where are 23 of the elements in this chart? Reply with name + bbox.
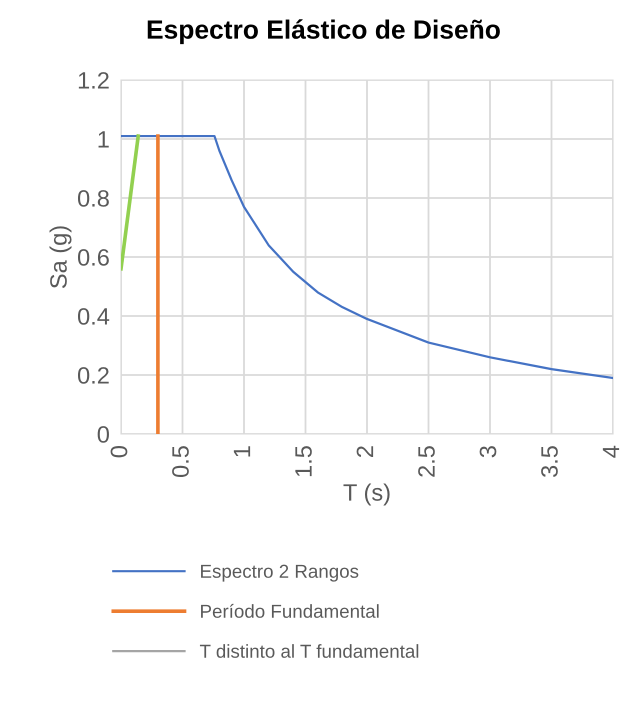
- y-tick-label: 0: [98, 426, 109, 443]
- y-tick-label: 0.6: [78, 249, 109, 266]
- legend-label: Espectro 2 Rangos: [201, 564, 358, 582]
- y-tick-label: 1.2: [78, 72, 109, 89]
- x-tick-label: 2: [356, 446, 374, 458]
- x-tick-label: 1.5: [295, 446, 312, 476]
- y-axis-title: Sa (g): [50, 226, 72, 288]
- y-tick-label: 1: [98, 131, 109, 148]
- y-tick-label: 0.2: [78, 367, 109, 384]
- chart-title: Espectro Elástico de Diseño: [148, 19, 500, 44]
- x-tick-label: 3.5: [541, 446, 558, 478]
- x-tick-label: 4: [602, 446, 620, 458]
- x-tick-label: 0.5: [172, 446, 189, 478]
- x-tick-label: 1: [234, 446, 250, 456]
- x-axis-title: T (s): [343, 483, 390, 506]
- y-tick-label: 0.8: [78, 190, 109, 207]
- x-tick-label: 3: [480, 446, 496, 458]
- y-tick-label: 0.4: [78, 308, 110, 325]
- line-series: [121, 134, 613, 380]
- legend-label: T distinto al T fundamental: [200, 644, 418, 658]
- legend-label: Período Fundamental: [201, 604, 379, 618]
- x-tick-label: 0: [110, 446, 128, 458]
- x-tick-label: 2.5: [418, 446, 435, 477]
